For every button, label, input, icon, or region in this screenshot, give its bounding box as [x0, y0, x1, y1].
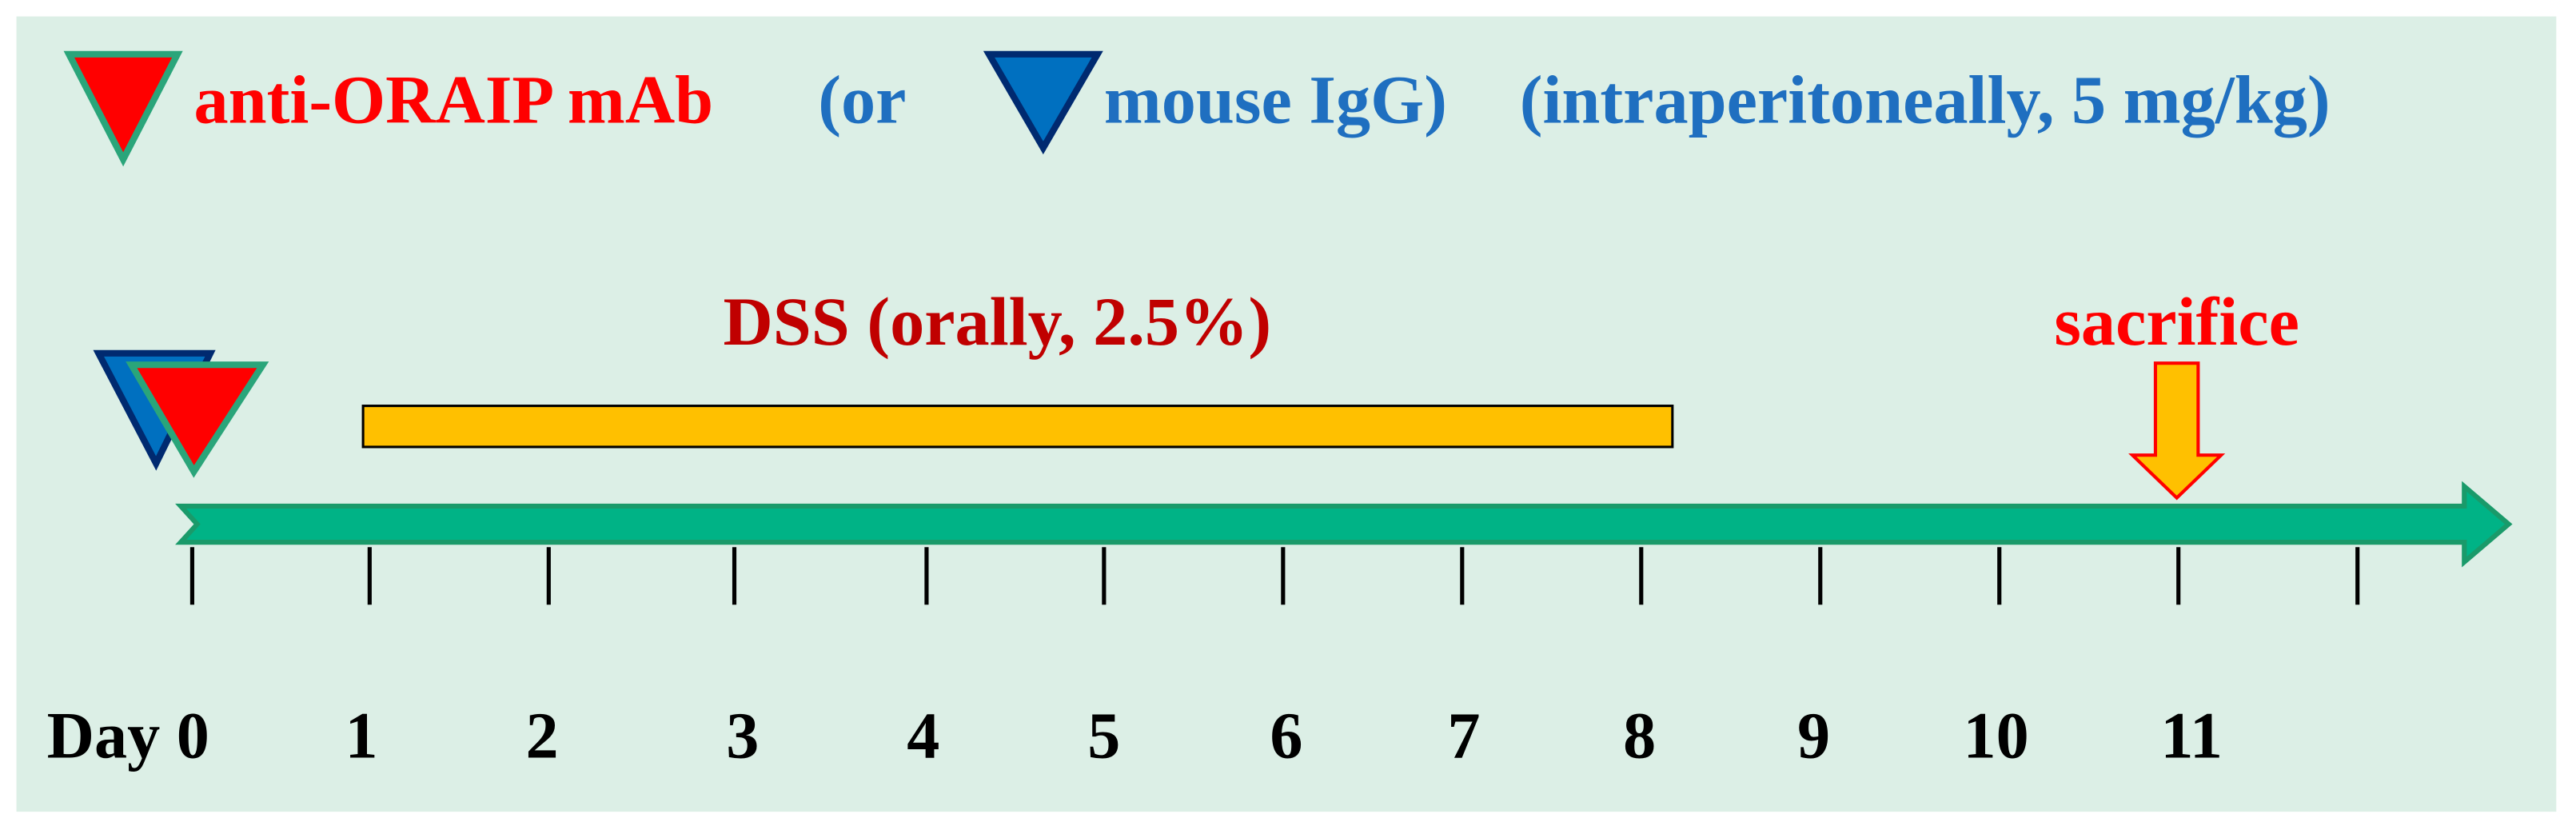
day-label: 10: [1964, 700, 2029, 772]
dss-label: DSS (orally, 2.5%): [723, 283, 1271, 360]
time-axis: [175, 481, 2513, 568]
legend-or: (or: [818, 61, 906, 138]
control-marker: [983, 50, 1103, 155]
day-label: 2: [526, 700, 559, 772]
sacrifice-label: sacrifice: [2054, 283, 2299, 360]
day-label: 4: [907, 700, 939, 772]
day-labels: Day 0 1 2 3 4 5 6 7 8 9 10 11: [47, 700, 2223, 772]
legend-antibody: anti-ORAIP mAb: [193, 61, 713, 138]
ticks: [189, 547, 2360, 605]
day-label: 8: [1623, 700, 1656, 772]
legend-route: (intraperitoneally, 5 mg/kg): [1520, 61, 2331, 138]
day-label: 6: [1270, 700, 1302, 772]
dss-bar: [361, 405, 1674, 449]
antibody-injection: [126, 361, 269, 478]
day-label: 5: [1087, 700, 1120, 772]
day-label: 1: [345, 700, 378, 772]
day-label: 3: [726, 700, 759, 772]
sacrifice-arrow: [2128, 361, 2226, 501]
day-label: 7: [1447, 700, 1480, 772]
day-label: Day 0: [47, 700, 209, 772]
day-label: 9: [1797, 700, 1830, 772]
antibody-marker: [63, 50, 183, 167]
legend-control: mouse IgG): [1104, 61, 1447, 138]
day-label: 11: [2160, 700, 2223, 772]
